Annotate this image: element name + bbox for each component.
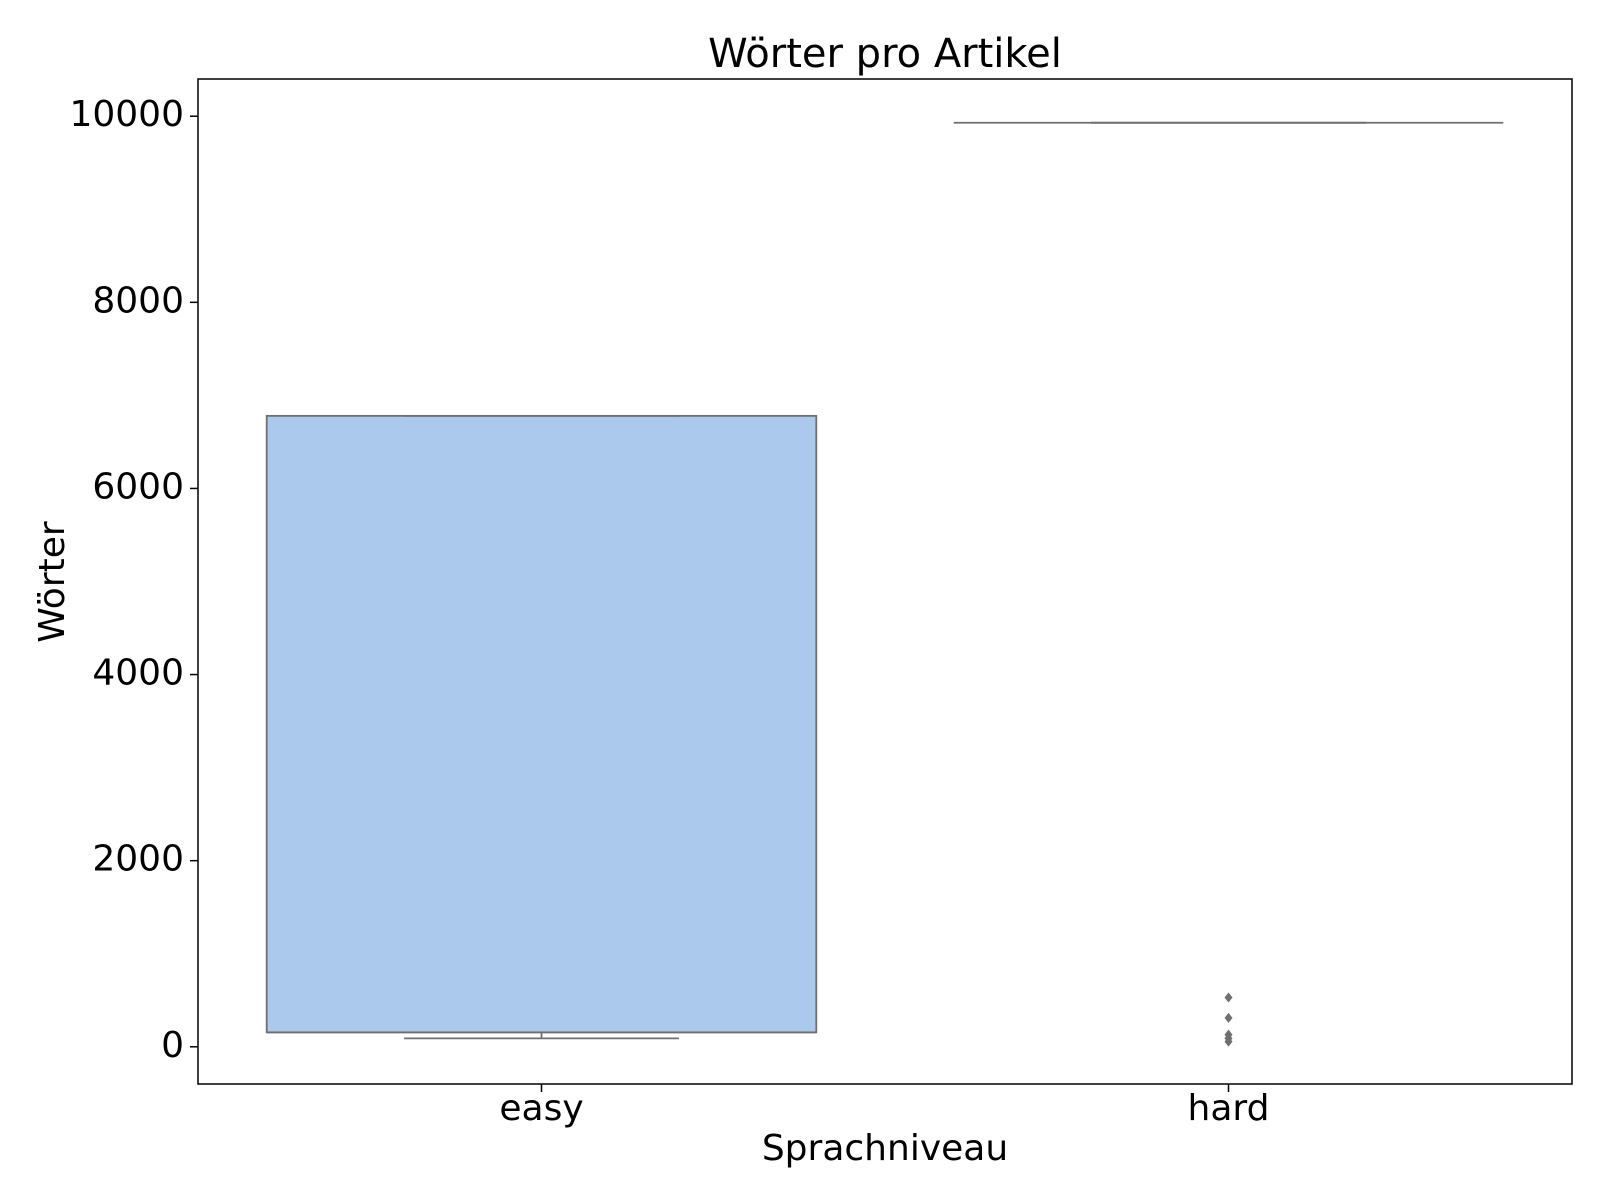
plot-frame [197,78,1573,1085]
y-tick-label: 4000 [92,653,184,694]
y-tick-label: 2000 [92,839,184,880]
y-tick-label: 0 [161,1025,184,1066]
outlier [1224,1012,1233,1023]
y-tick-label: 10000 [69,94,184,135]
x-tick-label: hard [1188,1088,1270,1129]
x-axis-label: Sprachniveau [762,1128,1008,1169]
outlier [1224,992,1233,1003]
box [265,414,818,1034]
y-axis-label: Wörter [32,521,73,643]
x-tick-label: easy [499,1088,583,1129]
outlier [1224,1036,1233,1047]
y-tick-label: 8000 [92,280,184,321]
y-tick-label: 6000 [92,466,184,507]
chart-title: Wörter pro Artikel [708,31,1062,77]
